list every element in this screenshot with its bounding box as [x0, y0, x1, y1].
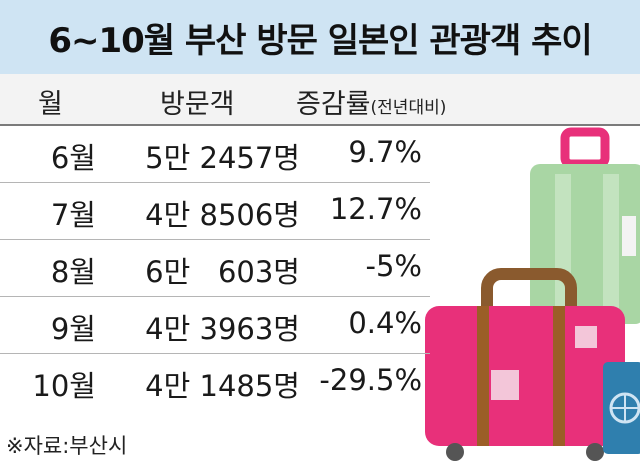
table-header: 월 방문객 증감률(전년대비)	[0, 74, 640, 126]
cell-rate: 0.4%	[348, 306, 422, 340]
cell-month: 10월	[32, 369, 96, 403]
pink-suitcase-sticker	[491, 370, 519, 400]
table-row: 10월 4만 1485명 -29.5%	[0, 354, 430, 411]
suitcase-illustration	[425, 127, 640, 461]
table-row: 8월 6만 603명 -5%	[0, 240, 430, 297]
suitcase-wheel	[446, 443, 464, 461]
pink-suitcase-strap	[477, 306, 489, 446]
cell-month: 8월	[50, 255, 96, 289]
green-suitcase-handle	[560, 127, 610, 169]
header-rate-note: (전년대비)	[370, 98, 447, 118]
cell-visitors: 5만 2457명	[145, 141, 300, 175]
table-row: 6월 5만 2457명 9.7%	[0, 126, 430, 183]
header-rate: 증감률(전년대비)	[296, 82, 446, 121]
cell-rate: -5%	[365, 249, 422, 283]
cell-rate: -29.5%	[319, 363, 422, 397]
header-month: 월	[38, 89, 63, 120]
cell-visitors: 4만 1485명	[145, 369, 300, 403]
cell-month: 7월	[50, 198, 96, 232]
cell-month: 9월	[50, 312, 96, 346]
cell-visitors: 4만 8506명	[145, 198, 300, 232]
source-note: ※자료:부산시	[6, 434, 128, 458]
chart-title: 6~10월 부산 방문 일본인 관광객 추이	[48, 20, 592, 61]
title-bar: 6~10월 부산 방문 일본인 관광객 추이	[0, 0, 640, 74]
table-row: 7월 4만 8506명 12.7%	[0, 183, 430, 240]
cell-visitors: 4만 3963명	[145, 312, 300, 346]
pink-suitcase-strap	[553, 306, 565, 446]
cell-visitors: 6만 603명	[145, 255, 300, 289]
cell-rate: 9.7%	[348, 135, 422, 169]
header-rate-label: 증감률	[296, 89, 371, 120]
header-visitors: 방문객	[160, 89, 235, 120]
pink-suitcase-sticker	[575, 326, 597, 348]
cell-month: 6월	[50, 141, 96, 175]
green-suitcase-stripe	[603, 174, 619, 324]
green-suitcase-tag	[622, 216, 636, 256]
suitcase-wheel	[586, 443, 604, 461]
cell-rate: 12.7%	[329, 192, 422, 226]
table-row: 9월 4만 3963명 0.4%	[0, 297, 430, 354]
